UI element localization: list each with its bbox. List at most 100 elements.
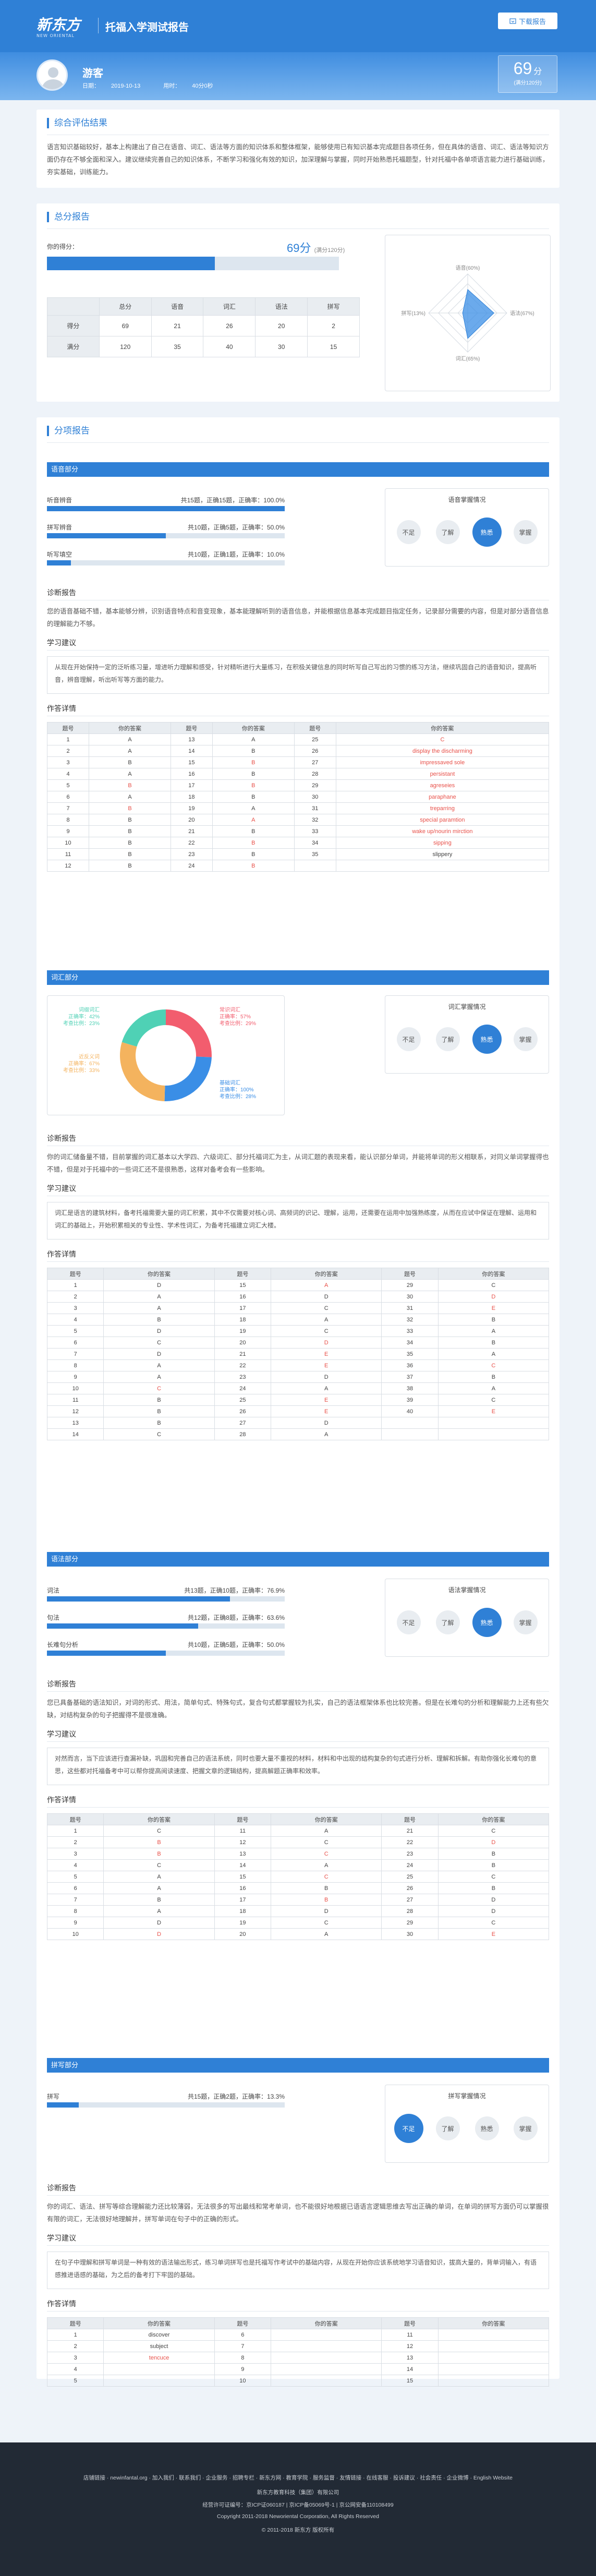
table-cell [271,2352,382,2364]
table-cell: 32 [381,1314,439,1326]
table-cell: 27 [214,1417,272,1429]
radar-area [462,289,494,339]
phonetic-mastery-title: 语音掌握情况 [448,496,486,503]
footer-links[interactable]: 店铺链接 · newinfantal.org · 加入我们 · 联系我们 · 企… [83,2475,513,2481]
table-cell: 15 [170,756,213,768]
table-cell: C [271,1325,382,1337]
phonetic-row-fill [47,533,166,538]
donut-label: 近反义词 [79,1053,100,1060]
table-cell [103,2363,215,2375]
table-cell: E [271,1359,382,1371]
table-cell: 19 [170,802,213,814]
grammar-diag-text: 您已具备基础的语法知识，对词的形式、用法，简单句式、特殊句式，复合句式都掌握较为… [47,1699,549,1719]
table-cell: 29 [381,1279,439,1291]
table-cell: 1 [46,733,90,745]
grammar-advice-box: 对然而言，当下应该进行查漏补缺，巩固和完善自己的语法系统，同时也要大量不重视的材… [47,1748,549,1785]
table-cell: 30 [294,791,336,803]
table-cell: C [271,1302,382,1314]
table-cell: 26 [294,745,336,757]
table-cell: 25 [381,1871,439,1883]
table-cell: 28 [214,1428,272,1440]
table-cell: 29 [294,779,336,791]
table-cell: A [103,1371,215,1383]
download-icon [509,18,516,24]
table-cell: 19 [214,1917,272,1929]
mastery-level-1: 了解 [435,1610,460,1634]
mastery-level-1: 了解 [435,520,460,544]
brand-logo[interactable]: 新东方 NEW ORIENTAL [37,16,81,38]
grammar-advice-title: 学习建议 [47,1730,76,1738]
table-cell: 12 [46,1405,104,1417]
table-cell: 17 [214,1302,272,1314]
grammar-row-stat: 共13题，正确10题，正确率：76.9% [184,1587,285,1594]
table-cell: 1 [46,1825,104,1837]
table-row: 7 D 21 E 35 A [46,1348,550,1360]
vocab-diag-text: 你的词汇储备量不错，目前掌握的词汇基本以大学四、六级词汇、部分托福词汇为主，从词… [47,1153,549,1173]
table-cell: D [271,1337,382,1349]
table-cell [335,860,550,872]
download-report-button[interactable]: 下载报告 [498,13,557,29]
table-cell: 23 [170,848,213,860]
table-cell: 37 [381,1371,439,1383]
footer-copyright-cn: © 2011-2018 新东方 版权所有 [261,2527,335,2533]
table-cell: D [103,1279,215,1291]
table-cell: B [212,745,295,757]
table-cell: D [103,1348,215,1360]
footer-company: 新东方教育科技（集团）有限公司 [257,2489,339,2496]
radar-label: 拼写(13%) [401,310,425,317]
table-row: 1 D 15 A 29 C [46,1279,550,1291]
table-cell: A [437,1325,550,1337]
table-cell: A [89,768,171,780]
grammar-detail-title: 作答详情 [47,1796,76,1804]
your-score: 69分 (满分120分) [287,242,345,255]
score-cell: 35 [151,336,204,357]
score-row: 总分 语音 词汇 语法 拼写 [47,297,360,316]
total-score-card: 总分报告 你的得分： 69分 (满分120分) 总分 语音 词汇 语法 拼写 得分 69 21… [37,203,559,402]
table-cell: 4 [46,1314,104,1326]
table-cell: 9 [46,1371,104,1383]
table-header-cell: 题号 [46,2317,104,2329]
table-cell: 15 [381,2375,439,2387]
table-cell: 7 [46,1894,104,1906]
table-row: 2 A 16 D 30 D [46,1291,550,1303]
table-cell: B [437,1848,550,1860]
table-cell: B [437,1337,550,1349]
table-cell: 6 [214,2329,272,2341]
table-cell: C [103,1428,215,1440]
table-cell: slippery [335,848,550,860]
table-cell: B [437,1859,550,1871]
score-cell: 得分 [47,315,100,336]
table-cell [271,2340,382,2352]
table-cell: 16 [214,1291,272,1303]
table-row: 10 D 20 A 30 E [46,1928,550,1940]
table-cell: D [271,1291,382,1303]
table-cell: 6 [46,1882,104,1894]
table-cell: 17 [214,1894,272,1906]
vocab-mastery-panel: 词汇掌握情况 不足 了解 熟悉 掌握 [385,995,549,1074]
spelling-row-label: 拼写 [47,2093,60,2100]
grammar-row-label: 词法 [47,1587,60,1594]
table-cell: C [271,1917,382,1929]
table-cell: 13 [170,733,213,745]
table-cell: treparring [335,802,550,814]
phonetic-row-label: 听音辨音 [47,497,72,504]
mastery-level-0: 不足 [396,1610,421,1634]
grammar-row-fill [47,1596,230,1602]
table-cell: 11 [46,848,90,860]
phonetic-row-stat: 共10题，正确5题，正确率：50.0% [187,524,285,531]
total-score-max: (满分120分) [514,80,542,86]
table-cell: B [212,860,295,872]
vocab-donut-chart: 近反义词 正确率：67% 考查比例：33% 常识词汇 正确率：57% 考查比例：29% 基础… [47,995,285,1115]
table-cell: A [271,1382,382,1394]
table-row: 8 A 18 D 28 D [46,1905,550,1917]
phonetic-row-label: 听写填空 [47,551,72,558]
table-cell: 12 [381,2340,439,2352]
phonetic-diag-title: 诊断报告 [47,588,76,597]
table-cell: B [212,756,295,768]
phonetic-detail-table: 题号 你的答案 题号 你的答案 题号 你的答案 1 A 13 A 25 C 2 A 14 B 26 display… [46,722,550,872]
table-row: 13 B 27 D [46,1417,550,1429]
table-cell: 7 [46,802,90,814]
table-header-cell: 题号 [214,1813,272,1825]
mastery-level-2: 熟悉 [475,2116,499,2140]
table-cell: 9 [214,2363,272,2375]
